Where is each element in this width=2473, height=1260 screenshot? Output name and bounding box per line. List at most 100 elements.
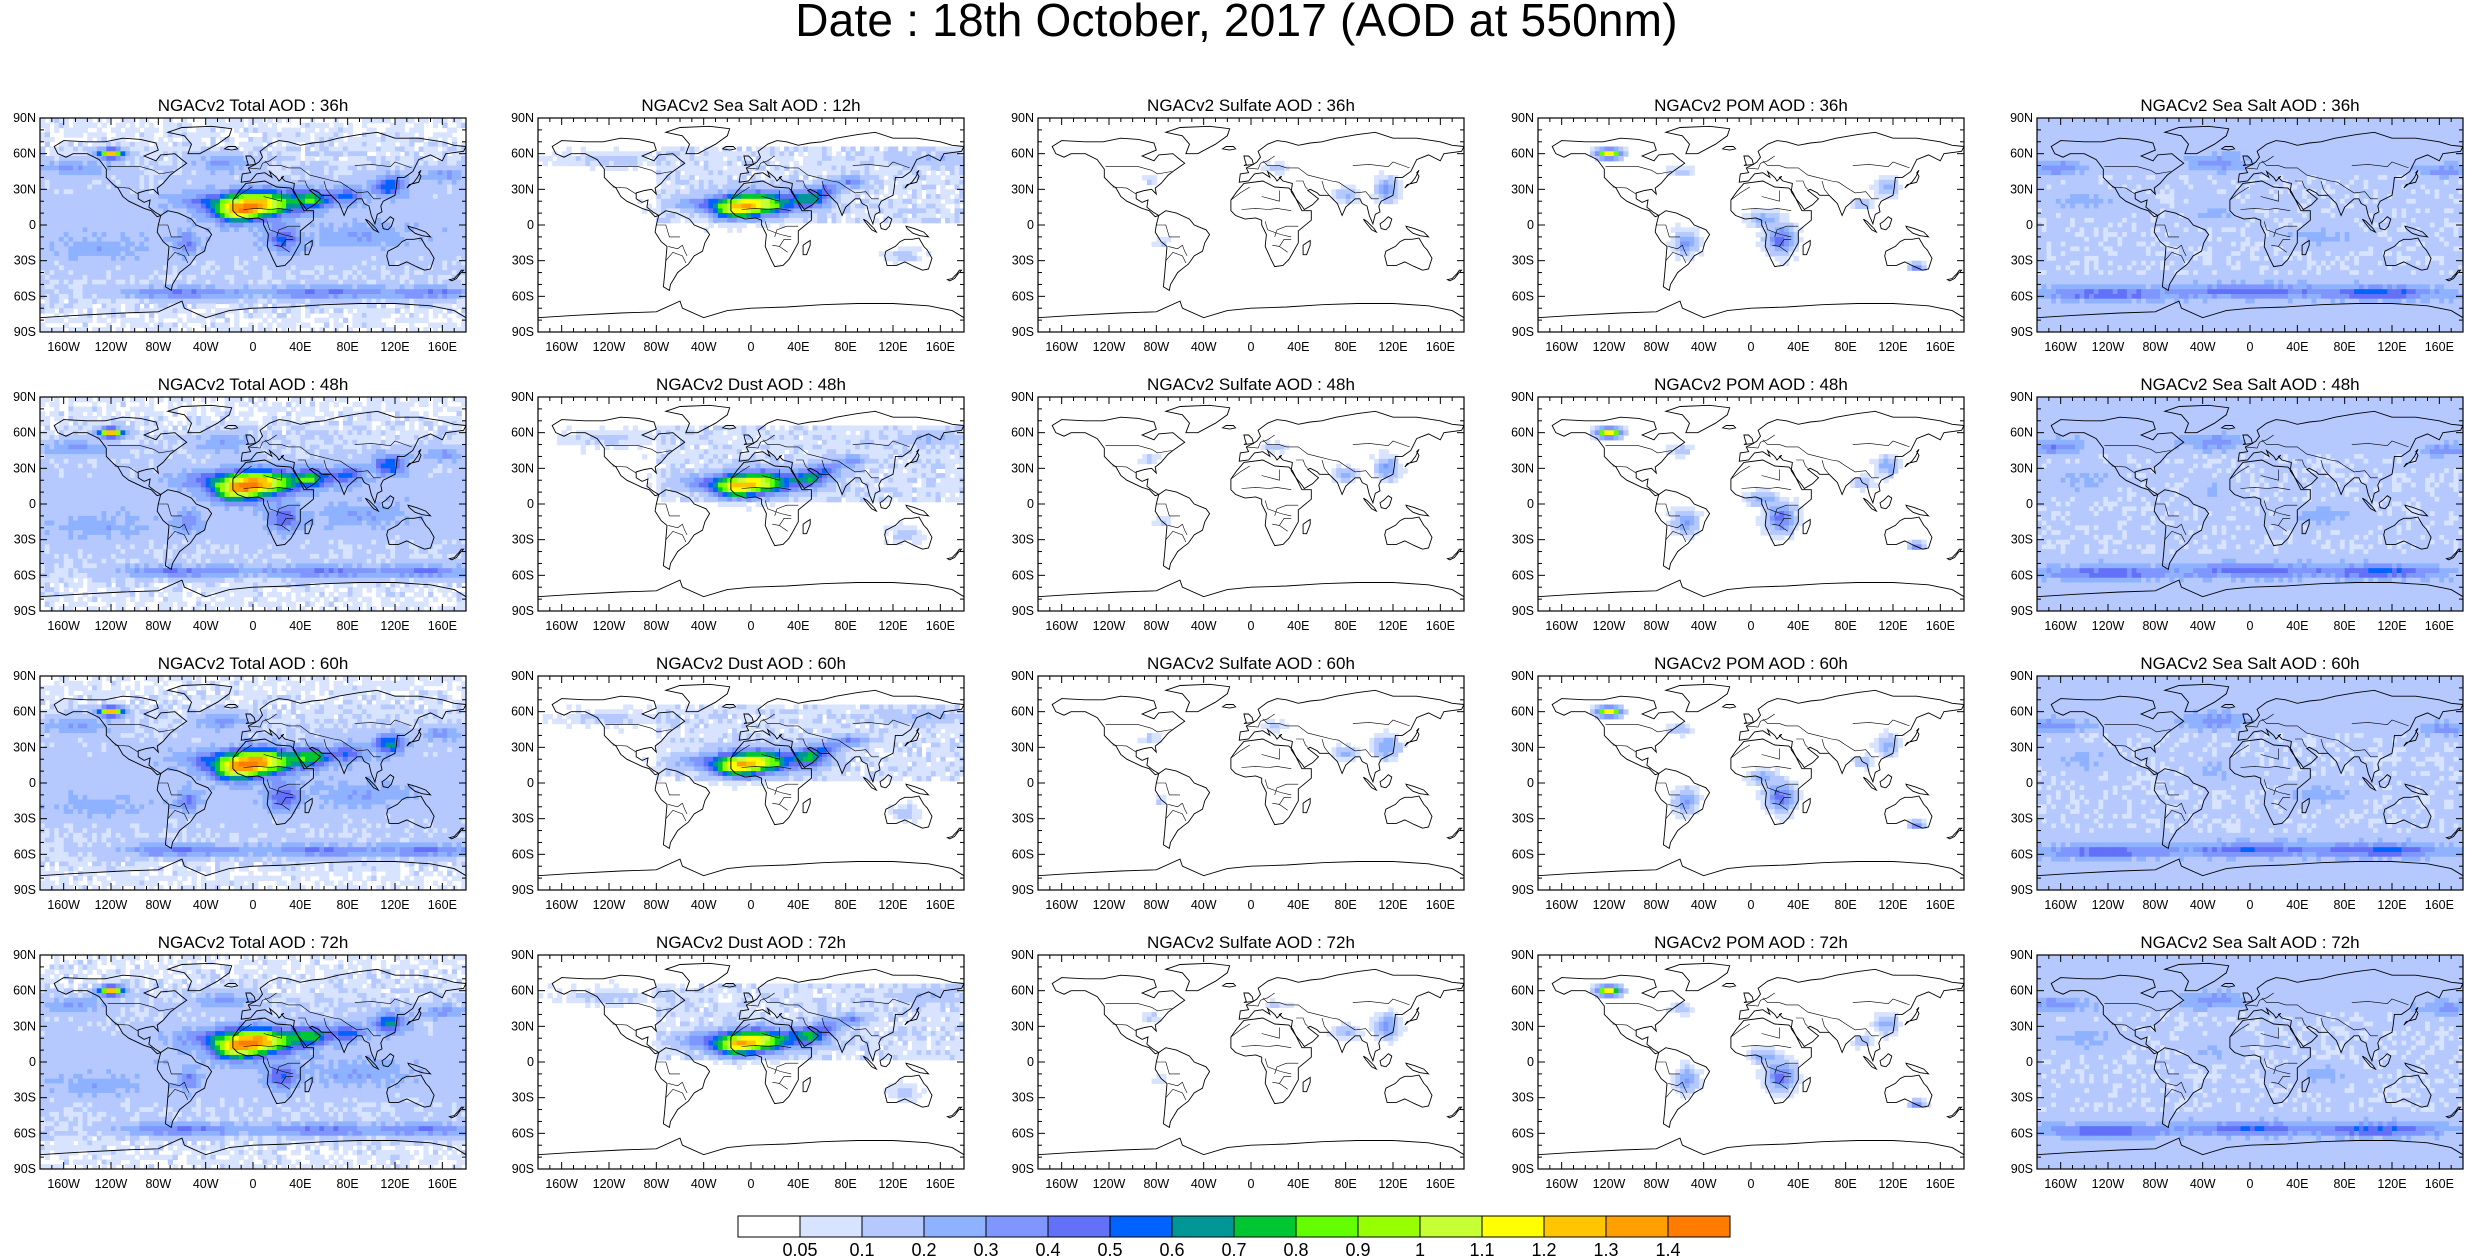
aod-cell [229,246,235,252]
aod-cell [87,122,93,129]
aod-cell [1350,184,1356,190]
aod-cell [290,270,297,276]
aod-cell [134,294,140,300]
aod-cell [746,156,752,162]
aod-cell [428,208,434,214]
aod-cell [290,160,297,167]
aod-cell [822,189,828,195]
aod-cell [447,213,453,219]
aod-cell [44,298,50,305]
aod-cell [68,208,74,214]
aod-cell [399,198,405,205]
aod-cell [253,151,259,157]
aod-cell [196,137,202,143]
aod-cell [627,160,634,167]
aod-cell [144,194,150,200]
aod-cell [366,160,372,167]
aod-cell [328,132,334,138]
aod-cell [191,222,197,228]
aod-cell [380,175,387,181]
aod-cell [186,217,192,224]
aod-cell [148,175,155,181]
aod-cell [732,208,738,214]
aod-cell [418,127,424,133]
aod-cell [371,236,377,243]
aod-cell [371,246,377,252]
aod-cell [779,222,785,228]
aod-cell [106,151,112,157]
aod-cell [850,160,856,167]
aod-cell [352,208,358,214]
aod-cell [746,189,752,195]
aod-cell [409,317,415,324]
aod-cell [68,274,74,281]
aod-cell [432,203,439,209]
aod-cell [215,322,221,328]
aod-cell [428,189,434,195]
aod-cell [210,322,216,328]
aod-cell [680,175,686,181]
aod-cell [1374,189,1380,195]
aod-cell [371,179,377,186]
aod-cell [319,294,325,300]
aod-cell [850,208,856,214]
aod-cell [134,175,140,181]
aod-cell [229,236,235,243]
aod-cell [224,270,230,276]
aod-cell [399,255,405,262]
aod-cell [333,122,339,129]
aod-cell [167,255,174,262]
aod-cell [309,232,316,238]
aod-cell [869,208,875,214]
aod-cell [139,246,145,252]
aod-cell [447,160,453,167]
aod-cell [191,194,197,200]
aod-cell [798,170,804,176]
aod-cell [144,217,150,224]
lon-tick-label: 40E [787,340,809,354]
aod-cell [54,270,60,276]
aod-cell [186,279,192,286]
aod-cell [945,194,951,200]
aod-cell [120,236,126,243]
aod-cell [115,179,121,186]
aod-cell [774,170,780,176]
aod-cell [148,284,155,290]
aod-cell [177,236,183,243]
aod-cell [342,265,349,271]
aod-cell [125,294,131,300]
aod-cell [54,151,60,157]
aod-cell [366,289,372,295]
aod-cell [461,227,466,233]
aod-cell [125,236,131,243]
aod-cell [940,189,946,195]
aod-cell [418,208,424,214]
aod-cell [376,184,382,190]
aod-cell [413,208,420,214]
aod-cell [380,265,387,271]
aod-cell [451,151,458,157]
aod-cell [556,156,563,162]
aod-cell [850,203,856,209]
aod-cell [755,156,761,162]
aod-cell [115,313,121,319]
aod-cell [224,327,230,332]
aod-cell [215,298,221,305]
aod-cell [77,203,84,209]
aod-cell [163,265,169,271]
aod-cell [428,322,434,328]
aod-cell [101,289,107,295]
aod-cell [395,127,401,133]
aod-cell [224,175,230,181]
aod-cell [148,236,155,243]
aod-cell [271,308,278,314]
aod-cell [290,265,297,271]
aod-cell [855,175,861,181]
aod-cell [191,170,197,176]
aod-cell [219,165,226,171]
coastline [1404,169,1420,189]
aod-cell [205,165,211,171]
aod-cell [390,284,396,290]
aod-cell [366,284,372,290]
aod-cell [803,213,809,219]
